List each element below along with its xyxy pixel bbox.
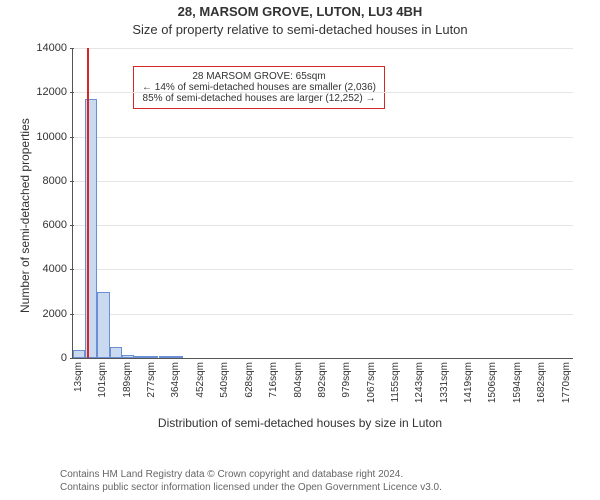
marker-line	[87, 48, 89, 358]
y-tick-label: 4000	[43, 263, 73, 275]
plot-area: 28 MARSOM GROVE: 65sqm ← 14% of semi-det…	[72, 48, 573, 359]
footer-line-1: Contains HM Land Registry data © Crown c…	[60, 469, 442, 482]
chart-title-1: 28, MARSOM GROVE, LUTON, LU3 4BH	[0, 4, 600, 19]
x-axis-label: Distribution of semi-detached houses by …	[0, 416, 600, 430]
histogram-bar	[159, 356, 171, 358]
grid-line	[73, 314, 573, 315]
x-tick-label: 892sqm	[317, 358, 328, 398]
x-tick-label: 1155sqm	[390, 358, 401, 402]
footer-line-2: Contains public sector information licen…	[60, 482, 442, 495]
x-tick-label: 628sqm	[244, 358, 255, 398]
x-tick-label: 101sqm	[97, 358, 108, 398]
y-tick-label: 0	[61, 352, 73, 364]
x-tick-label: 1594sqm	[512, 358, 523, 403]
x-tick-label: 1243sqm	[414, 358, 425, 403]
grid-line	[73, 269, 573, 270]
footer-attribution: Contains HM Land Registry data © Crown c…	[60, 469, 442, 494]
x-tick-label: 1506sqm	[487, 358, 498, 403]
histogram-bar	[134, 356, 146, 358]
x-tick-label: 804sqm	[293, 358, 304, 398]
x-tick-label: 1331sqm	[439, 358, 450, 403]
y-tick-label: 12000	[36, 86, 73, 98]
grid-line	[73, 137, 573, 138]
grid-line	[73, 92, 573, 93]
chart-title-2: Size of property relative to semi-detach…	[0, 22, 600, 37]
histogram-bar	[110, 347, 122, 358]
y-tick-label: 10000	[36, 131, 73, 143]
x-tick-label: 1682sqm	[536, 358, 547, 403]
x-tick-label: 1067sqm	[366, 358, 377, 403]
y-tick-label: 6000	[43, 219, 73, 231]
grid-line	[73, 181, 573, 182]
annotation-line-3: 85% of semi-detached houses are larger (…	[142, 93, 376, 104]
x-tick-label: 716sqm	[268, 358, 279, 398]
histogram-bar	[73, 350, 85, 358]
chart-container: 28, MARSOM GROVE, LUTON, LU3 4BH Size of…	[0, 0, 600, 500]
x-tick-label: 277sqm	[146, 358, 157, 398]
x-tick-label: 364sqm	[170, 358, 181, 398]
grid-line	[73, 48, 573, 49]
y-axis-label: Number of semi-detached properties	[18, 118, 32, 313]
annotation-box: 28 MARSOM GROVE: 65sqm ← 14% of semi-det…	[133, 66, 385, 109]
x-tick-label: 13sqm	[73, 358, 84, 392]
x-tick-label: 979sqm	[341, 358, 352, 398]
x-tick-label: 452sqm	[195, 358, 206, 398]
annotation-line-1: 28 MARSOM GROVE: 65sqm	[142, 71, 376, 82]
x-tick-label: 1770sqm	[561, 358, 572, 403]
x-tick-label: 189sqm	[122, 358, 133, 398]
y-tick-label: 2000	[43, 308, 73, 320]
x-tick-label: 1419sqm	[463, 358, 474, 403]
y-tick-label: 8000	[43, 175, 73, 187]
grid-line	[73, 225, 573, 226]
y-tick-label: 14000	[36, 42, 73, 54]
histogram-bar	[97, 292, 109, 358]
x-tick-label: 540sqm	[219, 358, 230, 398]
